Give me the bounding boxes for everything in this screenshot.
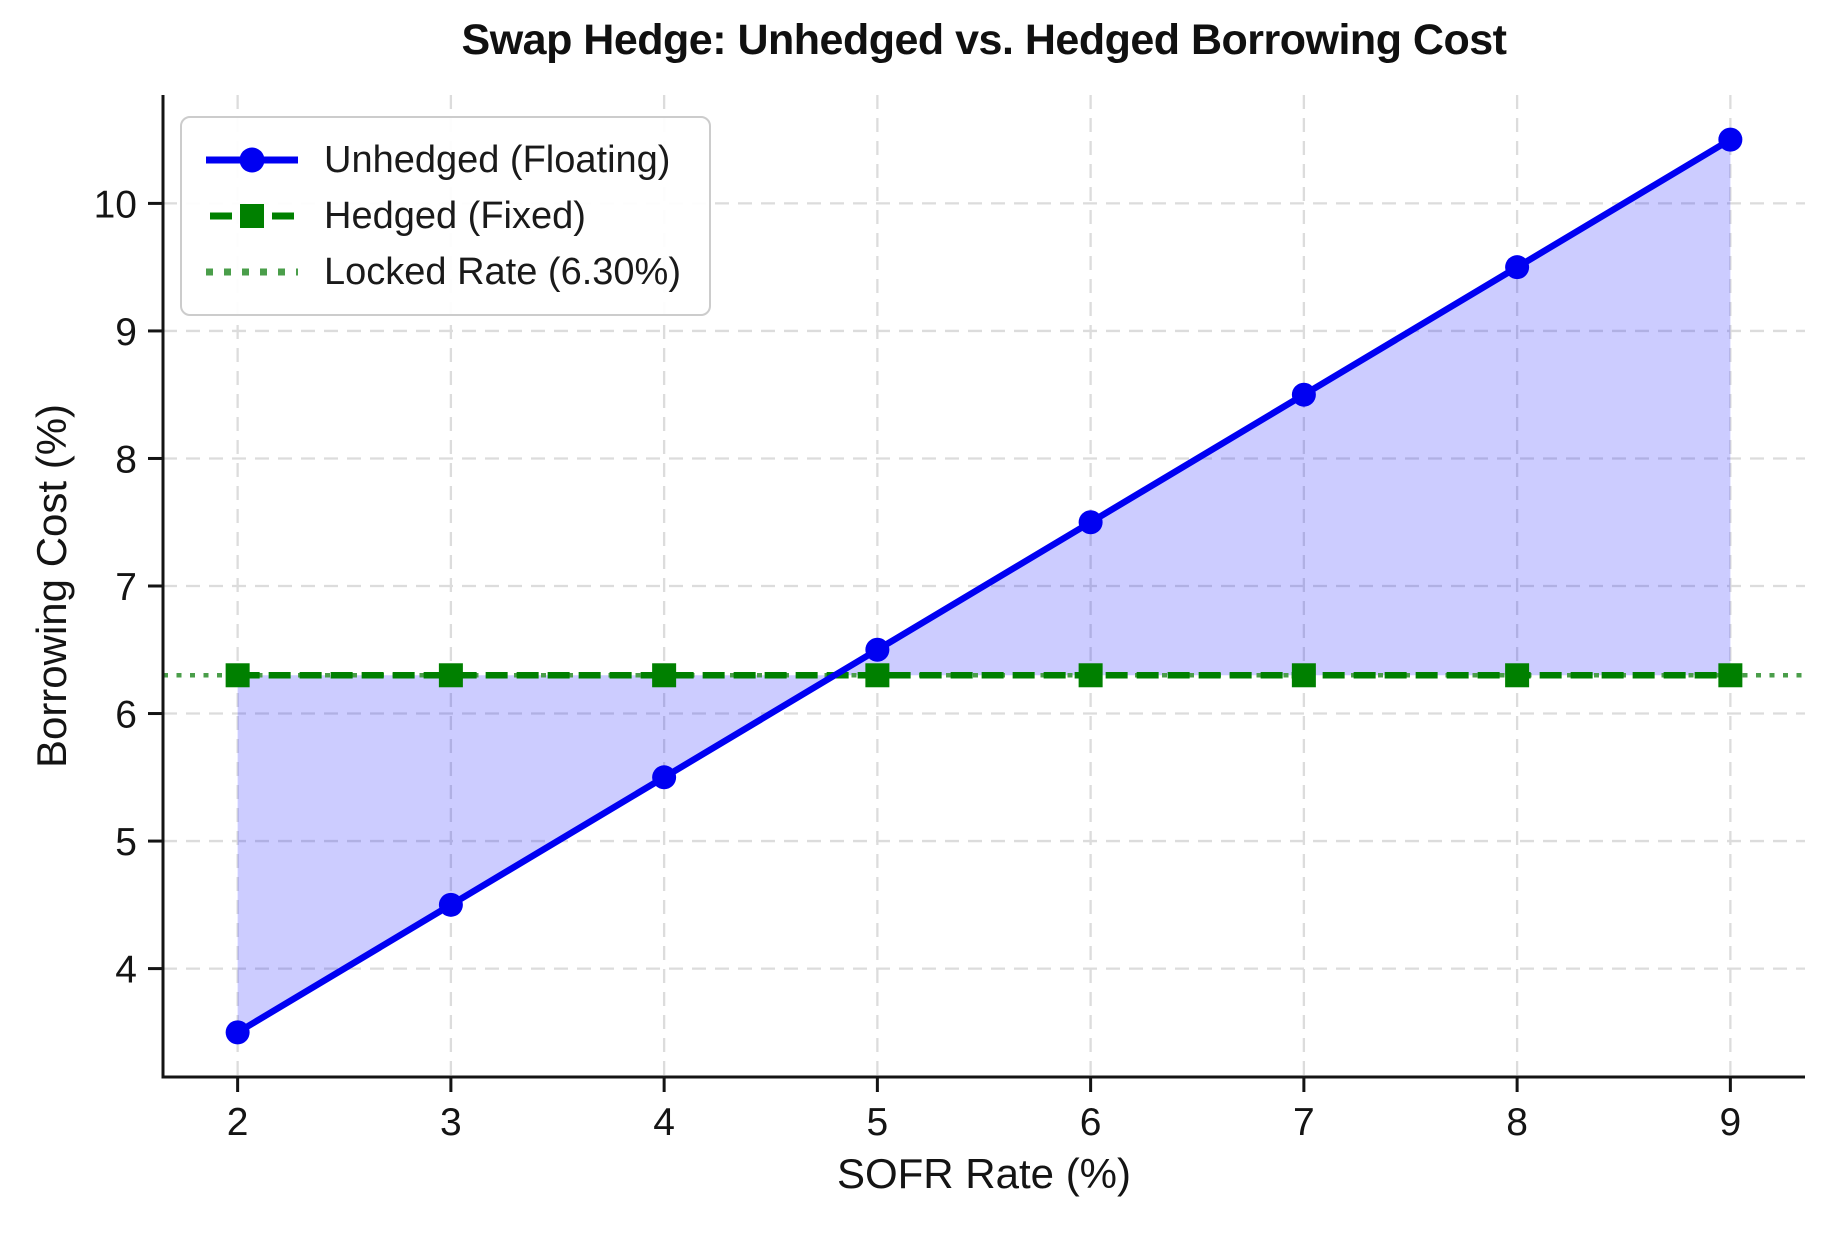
- x-tick-label: 5: [867, 1101, 889, 1144]
- hedged-marker: [1718, 663, 1743, 688]
- x-tick-label: 2: [227, 1101, 249, 1144]
- y-axis-label: Borrowing Cost (%): [28, 403, 75, 769]
- hedged-marker: [865, 663, 890, 688]
- x-tick-label: 8: [1506, 1101, 1528, 1144]
- hedged-marker: [438, 663, 463, 688]
- locked-rate-line-icon: [206, 268, 298, 276]
- unhedged-marker: [1505, 255, 1530, 280]
- hedged-line-icon: [206, 204, 298, 228]
- y-tick-label: 10: [94, 183, 137, 226]
- hedged-marker: [1078, 663, 1103, 688]
- unhedged-marker: [438, 892, 463, 917]
- unhedged-marker: [1291, 382, 1316, 407]
- y-tick-label: 4: [115, 949, 137, 992]
- y-tick-label: 5: [115, 821, 137, 864]
- y-tick-label: 6: [115, 694, 137, 737]
- legend: Unhedged (Floating) Hedged (Fixed) Locke…: [180, 116, 711, 316]
- hedged-marker: [652, 663, 677, 688]
- legend-item-locked-rate: Locked Rate (6.30%): [204, 246, 681, 298]
- x-axis-label: SOFR Rate (%): [836, 1150, 1132, 1197]
- x-tick-label: 7: [1293, 1101, 1315, 1144]
- x-tick-label: 6: [1080, 1101, 1102, 1144]
- chart-title: Swap Hedge: Unhedged vs. Hedged Borrowin…: [461, 16, 1507, 64]
- hedged-marker: [225, 663, 250, 688]
- x-tick-label: 9: [1720, 1101, 1742, 1144]
- hedged-marker: [1291, 663, 1316, 688]
- unhedged-marker: [865, 637, 890, 662]
- unhedged-marker: [652, 765, 677, 790]
- unhedged-line: [234, 136, 1734, 1036]
- unhedged-line-icon: [206, 147, 298, 173]
- x-tick-label: 4: [653, 1101, 675, 1144]
- legend-item-hedged: Hedged (Fixed): [204, 190, 681, 242]
- legend-item-unhedged: Unhedged (Floating): [204, 134, 681, 186]
- legend-label-locked-rate: Locked Rate (6.30%): [324, 250, 681, 293]
- y-tick-label: 8: [115, 438, 137, 481]
- y-tick-label: 9: [115, 311, 137, 354]
- unhedged-marker: [1718, 127, 1743, 152]
- legend-label-hedged: Hedged (Fixed): [324, 194, 586, 237]
- legend-label-unhedged: Unhedged (Floating): [324, 138, 671, 181]
- hedged-marker: [1505, 663, 1530, 688]
- unhedged-marker: [1078, 510, 1103, 535]
- y-tick-label: 7: [115, 566, 137, 609]
- x-tick-label: 3: [440, 1101, 462, 1144]
- unhedged-marker: [225, 1020, 250, 1045]
